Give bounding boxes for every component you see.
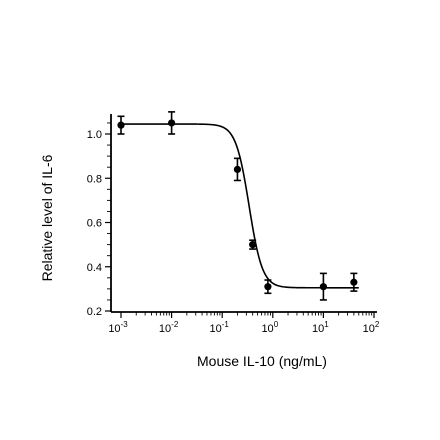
data-point xyxy=(233,165,242,173)
data-point xyxy=(319,283,327,291)
x-tick-label: 101 xyxy=(312,320,329,335)
data-point xyxy=(168,119,176,127)
y-tick-label: 0.8 xyxy=(87,173,102,185)
x-tick-label: 100 xyxy=(261,320,278,335)
x-tick-label: 102 xyxy=(363,320,380,335)
y-tick-label: 0.6 xyxy=(87,218,102,230)
y-tick-label: 0.4 xyxy=(87,262,102,274)
x-tick-label: 10-3 xyxy=(108,320,128,335)
ticks: 0.2 0.4 0.6 0.8 1.0 10-3 10-2 10-1 100 101 102 xyxy=(87,122,380,335)
data-points xyxy=(117,111,358,301)
fit-curve-group xyxy=(118,123,359,289)
axes xyxy=(110,114,377,313)
x-tick-label: 10-1 xyxy=(210,320,230,335)
x-axis-title: Mouse IL-10 (ng/mL) xyxy=(197,353,327,369)
y-axis-title: Relative level of IL-6 xyxy=(39,154,55,281)
x-tick-label: 10-2 xyxy=(159,320,179,335)
data-point xyxy=(350,278,358,286)
data-point xyxy=(249,241,257,249)
fit-curve xyxy=(118,123,359,289)
data-point xyxy=(117,121,125,129)
y-tick-label: 0.2 xyxy=(87,306,102,318)
data-point xyxy=(264,283,272,291)
y-tick-label: 1.0 xyxy=(87,129,102,141)
